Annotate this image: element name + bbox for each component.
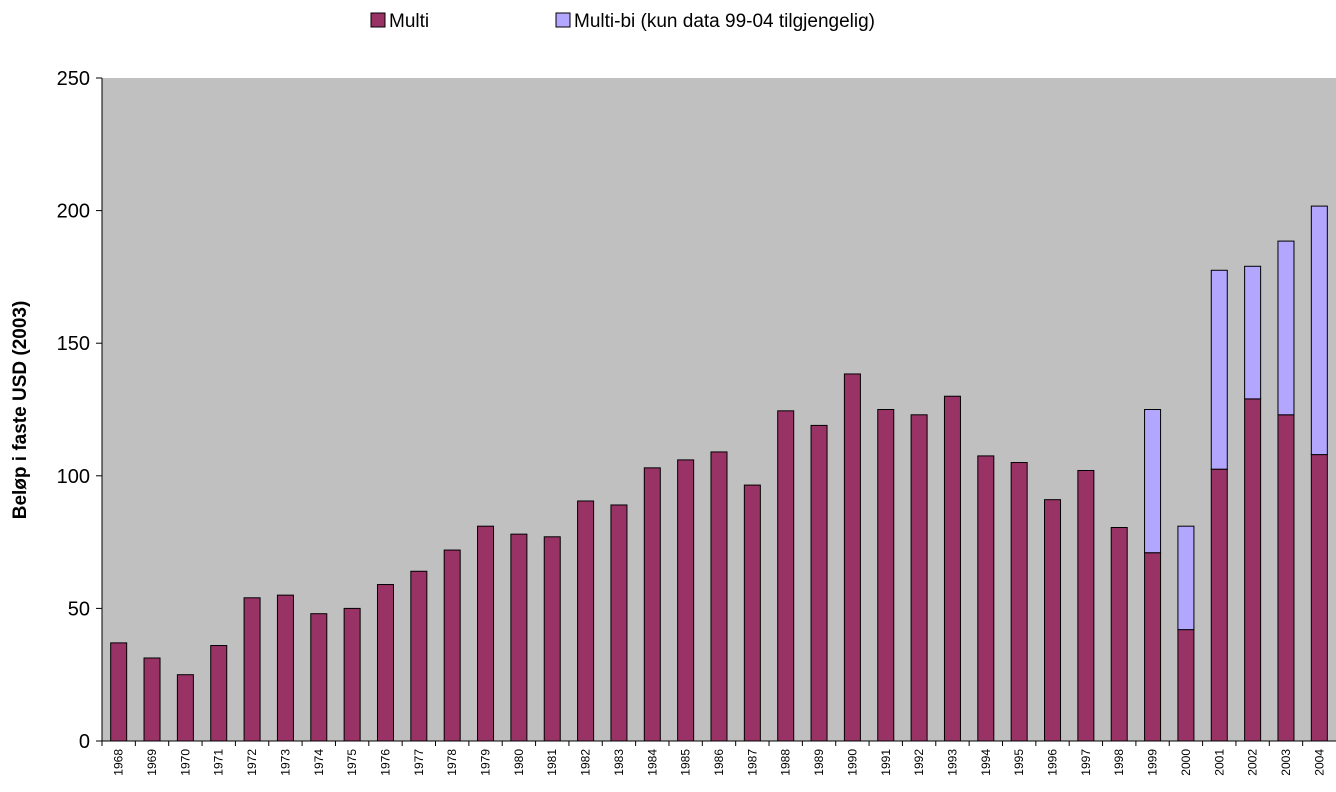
- bar-segment: [1077, 469, 1095, 742]
- bar-segment: [977, 455, 995, 742]
- x-tick-label: 1974: [312, 749, 326, 776]
- x-tick-label: 1995: [1012, 749, 1026, 776]
- x-tick-label: 1985: [679, 749, 693, 776]
- bar-segment: [943, 395, 961, 742]
- bar-segment: [1010, 462, 1028, 742]
- y-tick-label: 250: [57, 68, 90, 90]
- x-tick-label: 1968: [112, 749, 126, 776]
- y-axis-label: Beløp i faste USD (2003): [10, 301, 31, 520]
- bar-segment: [1277, 414, 1295, 742]
- bar-segment: [1177, 629, 1195, 742]
- x-tick-label: 1991: [879, 749, 893, 776]
- legend-label: Multi: [389, 11, 429, 32]
- x-tick-label: 1971: [212, 749, 226, 776]
- bar-segment: [577, 500, 595, 742]
- bar-segment: [1177, 525, 1195, 631]
- x-tick-label: 1976: [378, 749, 392, 776]
- legend-swatch: [555, 12, 571, 28]
- y-tick-label: 100: [57, 466, 90, 488]
- x-tick-label: 2002: [1246, 749, 1260, 776]
- x-tick-label: 1997: [1079, 749, 1093, 776]
- legend-swatch: [370, 12, 386, 28]
- bar-segment: [810, 424, 828, 742]
- bar-segment: [1244, 398, 1262, 742]
- y-tick-label: 0: [79, 731, 90, 753]
- bar-segment: [610, 504, 628, 742]
- x-tick-label: 1984: [645, 749, 659, 776]
- bar-segment: [643, 467, 661, 742]
- legend-label: Multi-bi (kun data 99-04 tilgjengelig): [574, 11, 875, 32]
- x-tick-label: 1979: [479, 749, 493, 776]
- bar-segment: [910, 414, 928, 742]
- x-tick-label: 1981: [545, 749, 559, 776]
- bar-segment: [1110, 527, 1128, 742]
- bar-segment: [543, 536, 561, 742]
- bar-segment: [1277, 240, 1295, 416]
- x-tick-label: 1990: [845, 749, 859, 776]
- bar-segment: [843, 373, 861, 742]
- x-tick-label: 1977: [412, 749, 426, 776]
- bar-segment: [443, 549, 461, 742]
- x-tick-label: 1992: [912, 749, 926, 776]
- bar-segment: [777, 410, 795, 742]
- y-tick-label: 50: [68, 598, 90, 620]
- bar-segment: [1210, 269, 1228, 470]
- x-tick-label: 1993: [945, 749, 959, 776]
- x-tick-label: 1972: [245, 749, 259, 776]
- bar-segment: [510, 533, 528, 742]
- x-tick-label: 2000: [1179, 749, 1193, 776]
- bar-segment: [1310, 205, 1328, 456]
- bar-segment: [143, 657, 161, 742]
- x-tick-label: 1969: [145, 749, 159, 776]
- x-tick-label: 1982: [579, 749, 593, 776]
- x-tick-label: 1980: [512, 749, 526, 776]
- bar-segment: [677, 459, 695, 742]
- y-tick-label: 200: [57, 201, 90, 223]
- bar-segment: [176, 674, 194, 742]
- x-tick-label: 1998: [1112, 749, 1126, 776]
- x-tick-label: 1975: [345, 749, 359, 776]
- bar-segment: [410, 570, 428, 742]
- bar-segment: [743, 484, 761, 742]
- bar-segment: [243, 597, 261, 742]
- x-tick-label: 2001: [1212, 749, 1226, 776]
- bar-segment: [343, 607, 361, 742]
- x-tick-label: 1978: [445, 749, 459, 776]
- y-tick-label: 150: [57, 333, 90, 355]
- bar-segment: [1210, 468, 1228, 742]
- bar-segment: [110, 642, 128, 742]
- bar-segment: [376, 584, 394, 742]
- x-tick-label: 1987: [745, 749, 759, 776]
- bar-segment: [310, 613, 328, 742]
- bar-segment: [710, 451, 728, 742]
- x-tick-label: 1986: [712, 749, 726, 776]
- bar-segment: [276, 594, 294, 742]
- bar-segment: [477, 525, 495, 742]
- bar-segment: [877, 409, 895, 742]
- bar-segment: [1144, 552, 1162, 742]
- x-tick-label: 1994: [979, 749, 993, 776]
- x-tick-label: 2003: [1279, 749, 1293, 776]
- bar-segment: [1310, 454, 1328, 742]
- x-tick-label: 1989: [812, 749, 826, 776]
- x-tick-label: 1988: [779, 749, 793, 776]
- x-tick-label: 1996: [1046, 749, 1060, 776]
- x-tick-label: 1973: [278, 749, 292, 776]
- bar-segment: [1044, 499, 1062, 742]
- x-tick-label: 1983: [612, 749, 626, 776]
- bar-segment: [210, 645, 228, 742]
- bar-segment: [1244, 265, 1262, 400]
- x-tick-label: 2004: [1312, 749, 1326, 776]
- x-tick-label: 1999: [1146, 749, 1160, 776]
- x-tick-label: 1970: [178, 749, 192, 776]
- bar-segment: [1144, 409, 1162, 554]
